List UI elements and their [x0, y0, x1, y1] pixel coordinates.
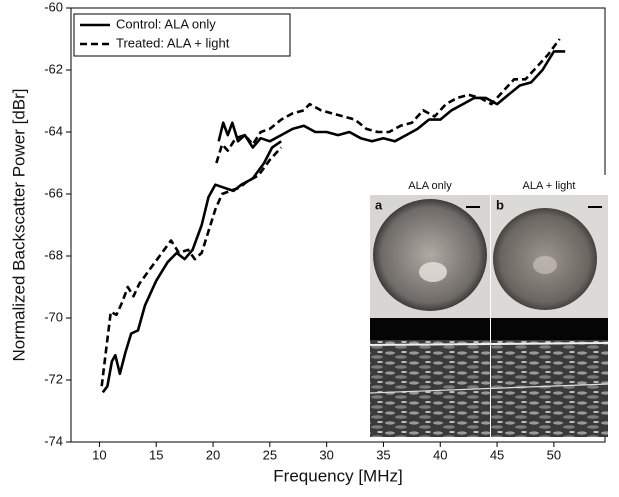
- ultrasound-echo: [369, 342, 609, 346]
- panel-letter: b: [496, 197, 504, 212]
- x-tick-label: 30: [319, 447, 333, 462]
- y-tick-label: -60: [44, 0, 63, 14]
- panel-letter: a: [375, 197, 383, 212]
- series-line: [100, 38, 561, 387]
- legend-label: Treated: ALA + light: [116, 35, 230, 50]
- ultrasound-gap: [370, 318, 608, 340]
- spheroid-a: [373, 199, 487, 311]
- y-tick-label: -68: [44, 247, 63, 262]
- y-axis-title: Normalized Backscatter Power [dBr]: [9, 88, 28, 361]
- x-tick-label: 20: [206, 447, 220, 462]
- y-tick-label: -70: [44, 309, 63, 324]
- panel-title: ALA only: [408, 180, 452, 192]
- x-axis-title: Frequency [MHz]: [273, 466, 402, 485]
- y-tick-label: -72: [44, 371, 63, 386]
- y-tick-label: -62: [44, 61, 63, 76]
- spheroid-a-core: [419, 262, 447, 282]
- x-tick-label: 40: [433, 447, 447, 462]
- x-tick-label: 25: [263, 447, 277, 462]
- x-tick-label: 15: [149, 447, 163, 462]
- y-tick-label: -74: [44, 433, 63, 448]
- x-tick-label: 35: [376, 447, 390, 462]
- x-tick-label: 10: [92, 447, 106, 462]
- y-tick-label: -66: [44, 185, 63, 200]
- ultrasound-echo: [369, 383, 609, 394]
- y-tick-label: -64: [44, 123, 63, 138]
- x-tick-label: 45: [490, 447, 504, 462]
- x-tick-label: 50: [547, 447, 561, 462]
- spheroid-b-core: [533, 256, 557, 274]
- legend: [73, 13, 291, 57]
- panel-title: ALA + light: [523, 180, 576, 192]
- inset-figure: ALA only ALA + light a b: [369, 175, 609, 437]
- legend-label: Control: ALA only: [116, 16, 216, 31]
